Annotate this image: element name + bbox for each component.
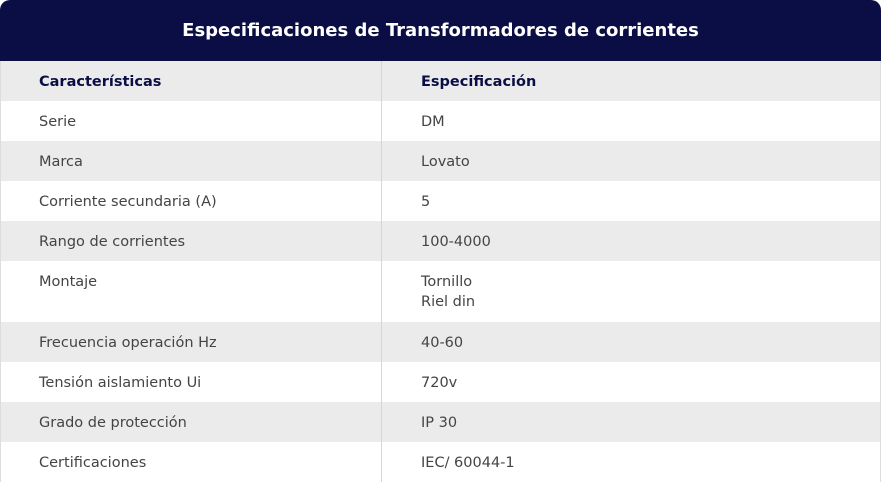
- table-row: Grado de protección IP 30: [0, 402, 881, 442]
- table-cell: Montaje: [1, 261, 382, 322]
- table-row: Certificaciones IEC/ 60044-1: [0, 442, 881, 482]
- table-cell: IEC/ 60044-1: [421, 455, 515, 471]
- table-cell: Lovato: [421, 154, 470, 170]
- table-cell: Tensión aislamiento Ui: [1, 362, 382, 402]
- table-row: Corriente secundaria (A) 5: [0, 181, 881, 221]
- cell-line: Tornillo: [421, 274, 473, 290]
- table-cell: Tornillo Riel din: [382, 261, 880, 322]
- table-cell: 720v: [421, 375, 458, 391]
- table-row: Montaje Tornillo Riel din: [0, 261, 881, 322]
- cell-line: Riel din: [421, 294, 476, 310]
- table-cell: 5: [421, 194, 431, 210]
- table-row: Tensión aislamiento Ui 720v: [0, 362, 881, 402]
- table-cell: Serie: [1, 101, 382, 141]
- table-cell: IP 30: [421, 415, 458, 431]
- header-row: Características Especificación: [0, 61, 881, 101]
- table-cell: 40-60: [421, 335, 464, 351]
- column-header: Especificación: [421, 74, 537, 90]
- table-cell: Corriente secundaria (A): [1, 181, 382, 221]
- table-row: Frecuencia operación Hz 40-60: [0, 322, 881, 362]
- table-row: Marca Lovato: [0, 141, 881, 181]
- table-cell: Rango de corrientes: [1, 221, 382, 261]
- table-cell: 100-4000: [421, 234, 491, 250]
- table-row: Serie DM: [0, 101, 881, 141]
- table-title: Especificaciones de Transformadores de c…: [0, 0, 881, 61]
- table-cell: Grado de protección: [1, 402, 382, 442]
- table-cell: DM: [421, 114, 445, 130]
- table-cell: Certificaciones: [1, 442, 382, 482]
- table-cell: Marca: [1, 141, 382, 181]
- table-body: Características Especificación Serie DM Marc…: [0, 61, 881, 482]
- table-cell: Frecuencia operación Hz: [1, 322, 382, 362]
- table-row: Rango de corrientes 100-4000: [0, 221, 881, 261]
- column-header: Características: [1, 61, 382, 101]
